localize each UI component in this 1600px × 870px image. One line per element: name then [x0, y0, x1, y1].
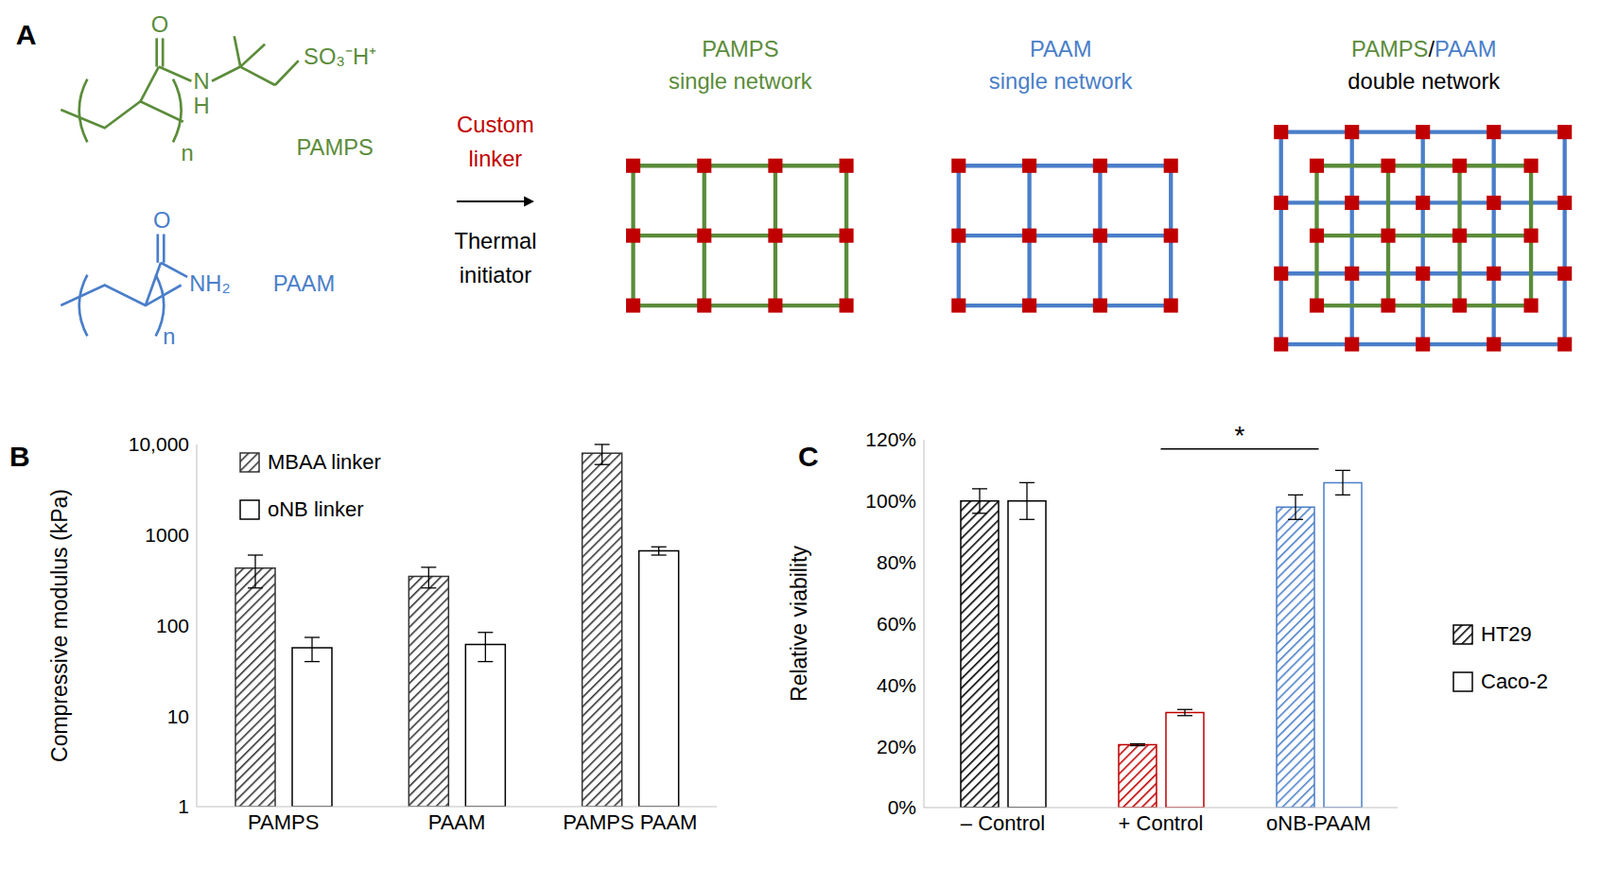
svg-text:20%: 20% — [876, 735, 917, 758]
svg-text:40%: 40% — [876, 674, 917, 696]
svg-text:oNB-PAAM: oNB-PAAM — [1266, 811, 1372, 835]
svg-text:O: O — [153, 208, 171, 233]
svg-text:O: O — [151, 12, 169, 37]
svg-text:Thermal: Thermal — [453, 228, 537, 254]
svg-text:Compressive modulus (kPa): Compressive modulus (kPa) — [47, 488, 72, 763]
svg-text:initiator: initiator — [459, 262, 533, 288]
svg-text:n: n — [162, 324, 175, 349]
svg-text:100: 100 — [156, 614, 190, 637]
svg-text:10: 10 — [167, 705, 190, 728]
svg-text:PAAM: PAAM — [273, 271, 335, 296]
html-text:HT29: HT29 — [1480, 622, 1532, 646]
svg-text:1: 1 — [177, 795, 190, 818]
svg-text:Relative viability: Relative viability — [786, 545, 812, 702]
svg-text:PAMPS: PAMPS — [296, 135, 374, 160]
svg-text:n: n — [181, 140, 194, 166]
svg-text:PAAM: PAAM — [1029, 36, 1092, 62]
svg-text:PAMPS: PAMPS — [247, 810, 319, 835]
svg-text:Custom: Custom — [456, 112, 535, 138]
svg-text:SO₃⁻H⁺: SO₃⁻H⁺ — [303, 44, 377, 70]
svg-text:120%: 120% — [865, 428, 917, 451]
svg-text:N: N — [193, 69, 210, 94]
svg-text:single network: single network — [668, 69, 813, 94]
svg-text:double network: double network — [1347, 69, 1500, 94]
html-text:MBAA linker: MBAA linker — [267, 450, 381, 474]
svg-text:PAMPS: PAMPS — [701, 36, 779, 62]
svg-text:0%: 0% — [887, 796, 917, 818]
svg-text:NH₂: NH₂ — [189, 271, 230, 296]
svg-text:linker: linker — [469, 146, 523, 172]
svg-text:60%: 60% — [876, 612, 917, 635]
svg-text:H: H — [193, 93, 210, 119]
svg-text:PAMPS PAAM: PAMPS PAAM — [562, 810, 697, 835]
svg-text:– Control: – Control — [960, 811, 1045, 835]
html-text:oNB linker: oNB linker — [267, 497, 364, 522]
html-text:Caco-2: Caco-2 — [1480, 669, 1548, 694]
svg-text:1000: 1000 — [144, 523, 190, 546]
svg-text:+ Control: + Control — [1118, 811, 1204, 835]
svg-text:*: * — [1234, 423, 1246, 451]
svg-text:single network: single network — [989, 69, 1133, 94]
html-text:B: B — [9, 440, 30, 472]
svg-text:10,000: 10,000 — [128, 433, 190, 455]
svg-text:PAMPS/PAAM: PAMPS/PAAM — [1351, 36, 1496, 62]
svg-text:A: A — [16, 18, 37, 51]
svg-text:100%: 100% — [865, 489, 917, 512]
svg-text:80%: 80% — [876, 551, 917, 574]
svg-text:PAAM: PAAM — [428, 810, 487, 835]
html-text:C: C — [798, 440, 819, 472]
